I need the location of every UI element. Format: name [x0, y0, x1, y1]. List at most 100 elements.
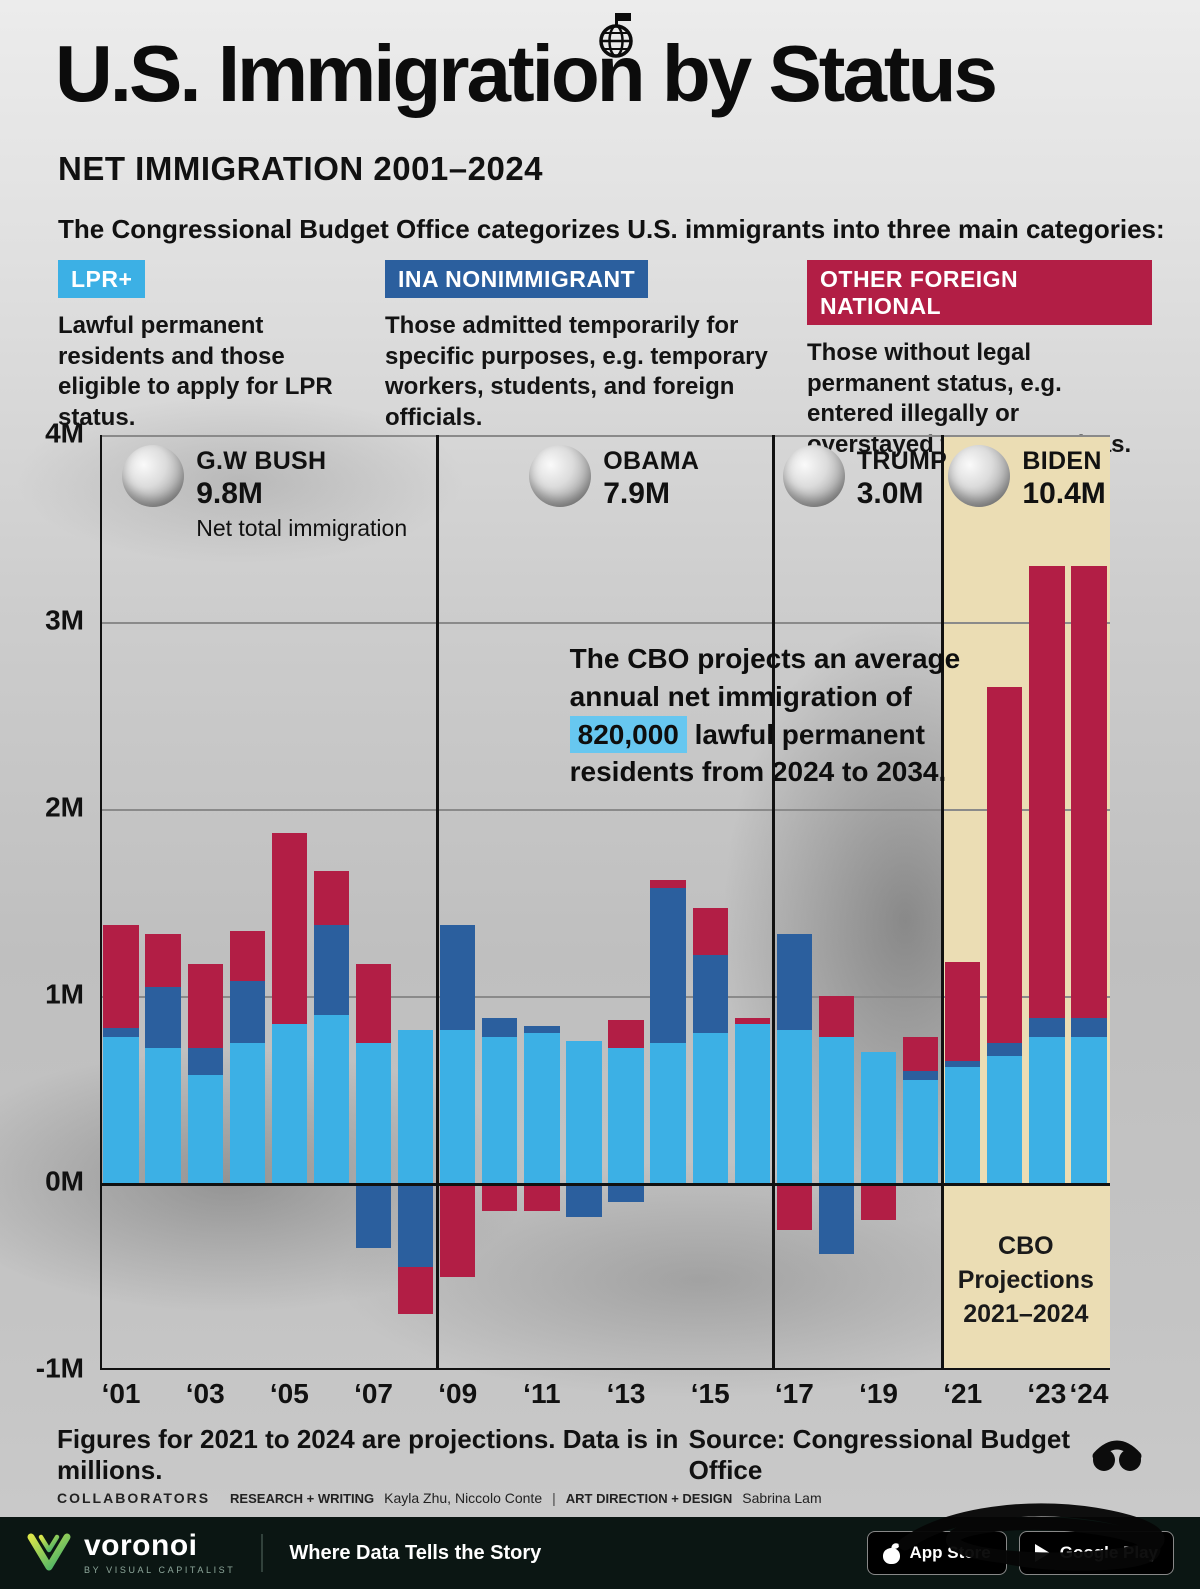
- x-tick-label: ‘23: [1027, 1378, 1067, 1409]
- cbo-annotation: The CBO projects an average annual net i…: [569, 640, 980, 791]
- gridline-2M: [100, 809, 1110, 811]
- x-axis: ‘01 ‘03 ‘05 ‘07 ‘09 ‘11 ‘13 ‘15 ‘17 ‘19 ‘21 ‘23 ‘24: [100, 1378, 1110, 1418]
- globe-flag-icon: [596, 12, 638, 65]
- projection-label-line1: CBO: [998, 1232, 1054, 1260]
- bar-2021-other: [945, 962, 981, 1062]
- collaborators-heading: COLLABORATORS: [57, 1490, 211, 1506]
- bar-2015-ina: [692, 954, 728, 1034]
- annotation-line4-bold: 2024 to 2034: [771, 756, 939, 788]
- voronoi-logo-icon: [26, 1529, 72, 1578]
- bar-2002-lpr: [145, 1048, 181, 1183]
- bar-2020-lpr: [902, 1080, 939, 1183]
- bar-2006-lpr: [313, 1014, 350, 1183]
- y-axis-line: [100, 435, 102, 1370]
- annotation-line4: residents from: [569, 756, 772, 788]
- president-name: OBAMA: [603, 447, 700, 475]
- bar-2003-ina: [187, 1048, 223, 1075]
- bar-2018-lpr: [818, 1037, 855, 1183]
- bar-2013-lpr: [608, 1048, 644, 1183]
- bar-2024-lpr: [1071, 1037, 1107, 1183]
- obama-photo: [529, 445, 592, 507]
- legend-lpr-description: Lawful permanent residents and those eli…: [58, 312, 333, 432]
- bar-2017-ina: [776, 934, 813, 1030]
- gw-bush-photo: [122, 445, 185, 507]
- bar-2005-lpr: [271, 1024, 308, 1183]
- bar-2009-other: [440, 1183, 476, 1277]
- bar-2011-ina: [524, 1025, 560, 1034]
- bar-2018-ina: [818, 1183, 855, 1255]
- stacked-bar-chart: G.W BUSH 9.8M Net total immigration OBAM…: [100, 435, 1110, 1370]
- annotation-line3: lawful permanent: [686, 718, 925, 750]
- y-tick-label: 0M: [45, 1165, 84, 1197]
- president-total: 9.8M: [196, 477, 263, 510]
- page-subtitle: NET IMMIGRATION 2001–2024: [58, 150, 544, 187]
- x-tick-label: ‘21: [943, 1378, 983, 1409]
- bar-2001-other: [103, 924, 139, 1028]
- bar-2014-ina: [650, 887, 686, 1043]
- bar-2004-ina: [229, 981, 265, 1043]
- bar-2013-ina: [608, 1183, 644, 1202]
- apple-icon: [882, 1543, 900, 1564]
- legend-other-chip: OTHER FOREIGN NATIONAL: [807, 260, 1152, 325]
- x-tick-label: ‘13: [606, 1378, 646, 1409]
- brand-subtitle: BY VISUAL CAPITALIST: [84, 1565, 236, 1575]
- president-total: 10.4M: [1022, 477, 1106, 510]
- page-title: U.S. Immigration by Status: [55, 29, 998, 118]
- footnote-row: Figures for 2021 to 2024 are projections…: [57, 1424, 1145, 1486]
- footer-tagline: Where Data Tells the Story: [289, 1541, 542, 1564]
- bar-2005-other: [271, 833, 308, 1025]
- voronoi-brand: voronoi BY VISUAL CAPITALIST: [84, 1529, 236, 1576]
- bar-2004-other: [229, 930, 265, 982]
- bar-2021-ina: [945, 1061, 981, 1068]
- gridline--1M: [100, 1368, 1110, 1370]
- intro-text: The Congressional Budget Office categori…: [58, 214, 1165, 244]
- bar-2006-ina: [313, 924, 350, 1015]
- visual-capitalist-logo: [1089, 1432, 1145, 1479]
- brand-name: voronoi: [84, 1529, 198, 1562]
- projection-label-line2: Projections: [957, 1265, 1094, 1294]
- collab-names-design: Sabrina Lam: [742, 1490, 822, 1506]
- legend-ina-chip: INA NONIMMIGRANT: [385, 260, 649, 298]
- president-badge-bush: G.W BUSH 9.8M Net total immigration: [122, 445, 407, 542]
- collab-role-design: ART DIRECTION + DESIGN: [565, 1491, 733, 1506]
- annotation-line2: annual net immigration of: [569, 680, 912, 712]
- bar-2009-ina: [440, 924, 476, 1030]
- x-tick-label: ‘17: [774, 1378, 814, 1409]
- x-tick-label: ‘09: [438, 1378, 478, 1409]
- bar-2001-ina: [103, 1027, 139, 1038]
- bar-2011-other: [524, 1183, 560, 1212]
- footer-divider: [261, 1534, 264, 1572]
- bar-2021-lpr: [945, 1067, 981, 1183]
- bar-2003-other: [187, 964, 223, 1049]
- bar-2018-other: [818, 996, 855, 1038]
- x-tick-label: ‘01: [101, 1378, 141, 1409]
- president-note: Net total immigration: [196, 515, 408, 541]
- projection-region-label: CBO Projections 2021–2024: [942, 1230, 1110, 1331]
- bar-2006-other: [313, 870, 350, 925]
- collaborators-row: COLLABORATORS RESEARCH + WRITING Kayla Z…: [57, 1490, 822, 1506]
- collab-names-research: Kayla Zhu, Niccolo Conte: [384, 1490, 543, 1506]
- term-divider: [772, 435, 776, 1370]
- y-tick-label: 2M: [45, 791, 84, 823]
- annotation-highlight: 820,000: [569, 715, 687, 754]
- bar-2001-lpr: [103, 1037, 139, 1183]
- x-tick-label: ‘05: [269, 1378, 309, 1409]
- bar-2010-lpr: [482, 1037, 518, 1183]
- source-wrap: Source: Congressional Budget Office: [689, 1424, 1145, 1486]
- president-badge-trump: TRUMP 3.0M: [782, 445, 947, 511]
- y-axis: 4M 3M 2M 1M 0M -1M: [0, 417, 94, 1383]
- bar-2020-other: [902, 1037, 939, 1071]
- x-tick-label: ‘19: [859, 1378, 898, 1409]
- x-tick-label: ‘11: [523, 1378, 561, 1409]
- bar-2007-lpr: [355, 1042, 392, 1183]
- bar-2012-ina: [566, 1183, 602, 1217]
- source-text: Source: Congressional Budget Office: [688, 1424, 1071, 1485]
- president-name: G.W BUSH: [196, 447, 327, 475]
- annotation-line4-end: .: [938, 756, 947, 788]
- president-name: BIDEN: [1022, 447, 1102, 475]
- bar-2023-ina: [1029, 1018, 1065, 1038]
- annotation-line1: The CBO projects an average: [569, 643, 961, 674]
- bar-2017-other: [776, 1183, 813, 1230]
- x-tick-label: ‘07: [354, 1378, 393, 1409]
- ink-scribble: [880, 1494, 1200, 1579]
